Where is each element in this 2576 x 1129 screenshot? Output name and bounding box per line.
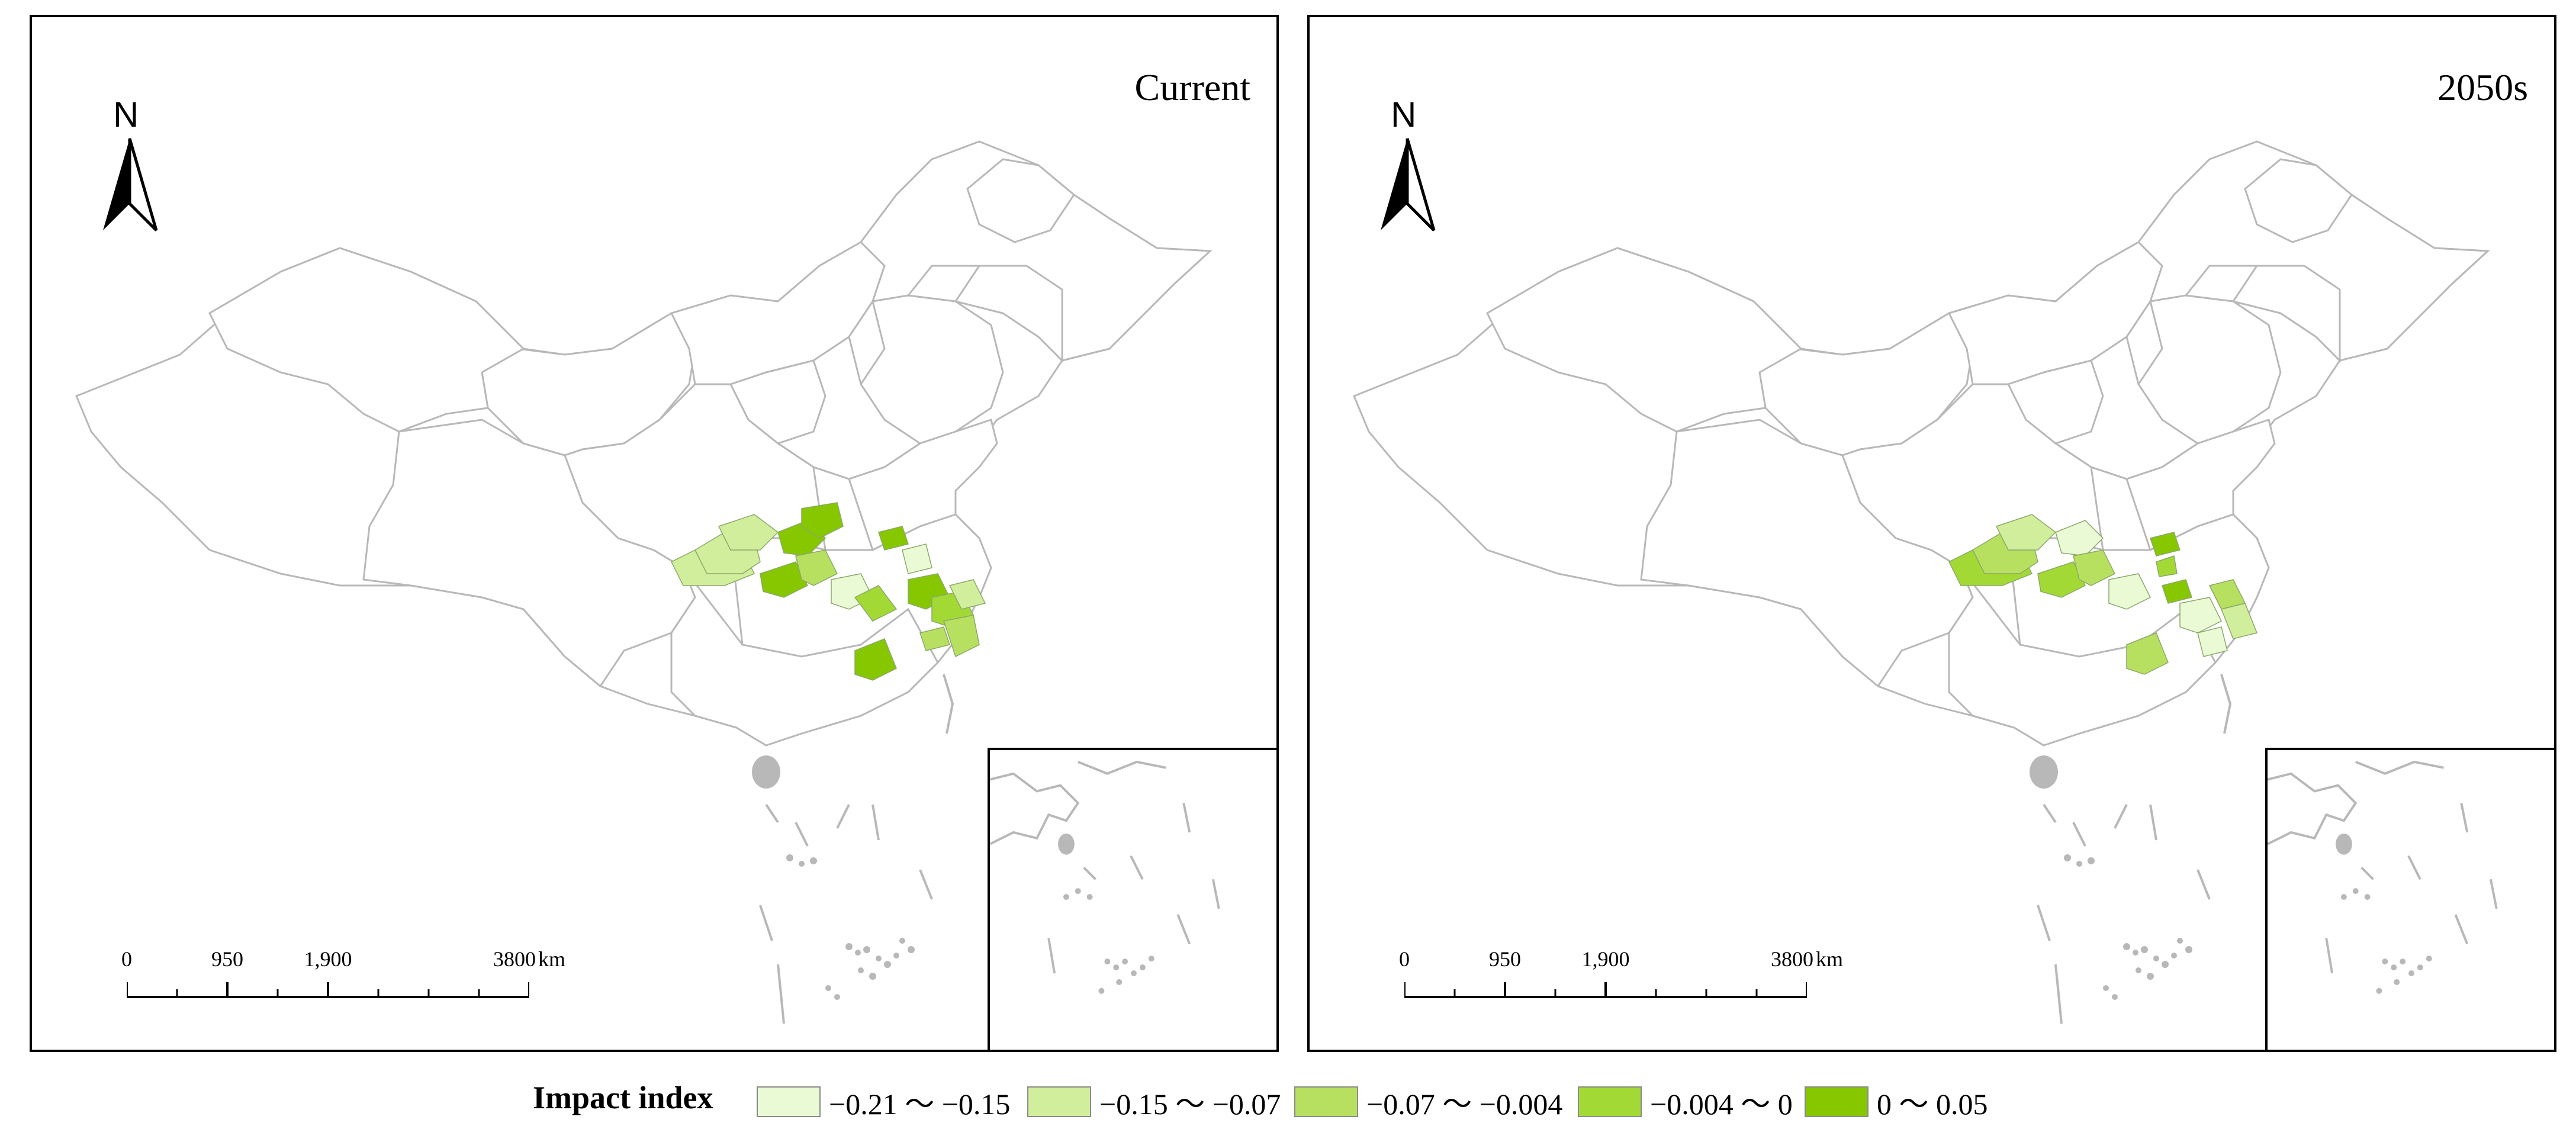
scale-tick-label: 3800 xyxy=(1771,947,1813,971)
china-map xyxy=(1353,140,2490,1024)
map-panel-2050s: 2050s N 0 950 1,900 3800 km xyxy=(1307,15,2556,1052)
province-boundaries xyxy=(1353,140,2490,747)
coastline-islands xyxy=(752,674,954,1024)
legend-item: −0.004 ～ 0 xyxy=(1578,1080,1793,1123)
legend-label: −0.21 ～ −0.15 xyxy=(829,1088,1011,1121)
scale-tick-label: 950 xyxy=(1489,947,1521,971)
legend-item: −0.15 ～ −0.07 xyxy=(1027,1080,1281,1123)
scale-tick-label: 0 xyxy=(121,947,132,971)
legend-swatch xyxy=(1805,1086,1869,1117)
scale-unit: km xyxy=(1816,947,1844,971)
coastline-islands xyxy=(2030,674,2232,1024)
legend-label: 0 ～ 0.05 xyxy=(1877,1088,1988,1121)
map-panel-current: Current N 0 950 1,900 3800 km xyxy=(30,15,1279,1052)
panel-title-2050s: 2050s xyxy=(2437,66,2528,108)
legend-item: 0 ～ 0.05 xyxy=(1805,1080,1988,1123)
legend-item: −0.07 ～ −0.004 xyxy=(1294,1080,1562,1123)
panel-title-current: Current xyxy=(1134,66,1251,108)
scale-tick-label: 1,900 xyxy=(304,947,352,971)
legend-swatch xyxy=(757,1086,821,1117)
scale-tick-label: 950 xyxy=(211,947,243,971)
south-china-sea-inset xyxy=(988,748,1276,1050)
north-label: N xyxy=(1391,95,1417,134)
north-label: N xyxy=(113,95,139,134)
legend-label: −0.07 ～ −0.004 xyxy=(1366,1088,1563,1121)
legend-item: −0.21 ～ −0.15 xyxy=(757,1080,1010,1123)
province-boundaries xyxy=(75,140,1213,747)
scale-bar xyxy=(127,982,529,998)
legend-title: Impact index xyxy=(533,1080,713,1115)
china-map xyxy=(75,140,1213,1024)
impact-cities-2050s xyxy=(1948,514,2258,675)
legend-label: −0.15 ～ −0.07 xyxy=(1099,1088,1281,1121)
scale-tick-label: 1,900 xyxy=(1581,947,1630,971)
south-china-sea-inset xyxy=(2265,748,2554,1050)
scale-tick-label: 3800 xyxy=(493,947,536,971)
legend-swatch xyxy=(1578,1086,1642,1117)
scale-bar xyxy=(1404,982,1807,998)
legend-label: −0.004 ～ 0 xyxy=(1650,1088,1793,1121)
legend: Impact index −0.21 ～ −0.15 −0.15 ～ −0.07… xyxy=(0,1075,2576,1122)
scale-tick-label: 0 xyxy=(1399,947,1410,971)
legend-swatch xyxy=(1294,1086,1358,1117)
north-arrow-icon xyxy=(1381,138,1436,231)
impact-cities-current xyxy=(670,502,986,681)
scale-unit: km xyxy=(538,947,566,971)
legend-swatch xyxy=(1027,1086,1091,1117)
north-arrow-icon xyxy=(103,138,158,231)
